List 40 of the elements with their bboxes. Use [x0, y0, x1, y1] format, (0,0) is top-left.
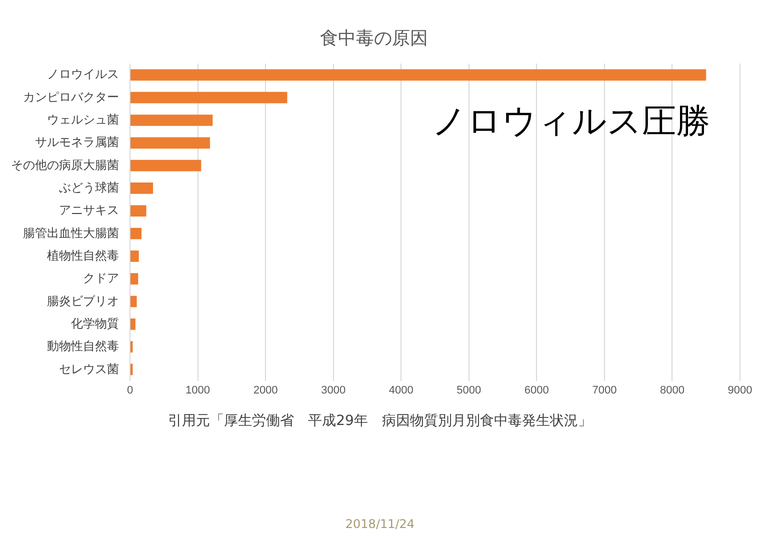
- y-tick-label: カンピロバクター: [23, 90, 119, 104]
- bar: [130, 160, 202, 172]
- x-tick-label: 2000: [253, 384, 278, 396]
- bar: [130, 273, 138, 285]
- y-tick-label: サルモネラ属菌: [35, 135, 119, 150]
- bar: [130, 69, 706, 81]
- y-tick-label: 植物性自然毒: [47, 248, 119, 262]
- y-tick-label: 腸管出血性大腸菌: [23, 226, 119, 240]
- y-tick-label: アニサキス: [59, 203, 119, 218]
- y-tick-label: 動物性自然毒: [47, 339, 119, 354]
- y-tick-label: 腸炎ビブリオ: [47, 294, 119, 308]
- text: 引用元「厚生労働省 平成29年 病因物質別月別食中毒発生状況」: [167, 412, 593, 430]
- chart-title: 食中毒の原因: [320, 28, 428, 48]
- x-tick-label: 5000: [456, 384, 482, 396]
- y-tick-label: 化学物質: [71, 316, 119, 330]
- bar: [130, 114, 213, 126]
- x-tick-label: 1000: [186, 384, 210, 396]
- x-tick-label: 9000: [728, 384, 752, 396]
- x-tick-label: 7000: [592, 384, 617, 396]
- text: 2018/11/24: [344, 517, 416, 531]
- y-tick-label: ウェルシュ菌: [47, 112, 119, 127]
- x-tick-label: 8000: [660, 384, 684, 396]
- y-tick-label: ノロウイルス: [47, 67, 119, 82]
- bar: [130, 296, 137, 308]
- y-tick-label: ぶどう球菌: [59, 180, 119, 195]
- bar: [130, 250, 139, 262]
- x-tick-label: 3000: [321, 384, 346, 396]
- x-tick-label: 4000: [388, 384, 414, 396]
- bar: [130, 205, 146, 217]
- annotation: ノロウィルス圧勝: [432, 101, 710, 142]
- y-tick-label: セレウス菌: [59, 362, 119, 376]
- x-tick-label: 0: [126, 384, 134, 396]
- bar: [130, 137, 210, 149]
- x-tick-label: 6000: [524, 384, 549, 396]
- bar: [130, 228, 142, 240]
- y-tick-label: クドア: [83, 271, 119, 286]
- bar: [130, 318, 136, 330]
- y-tick-label: その他の病原大腸菌: [11, 158, 119, 172]
- bar: [130, 182, 154, 194]
- bar: [130, 92, 288, 104]
